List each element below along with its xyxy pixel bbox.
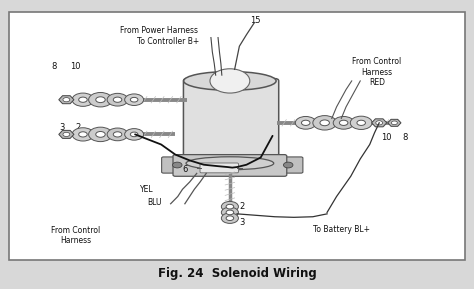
Ellipse shape bbox=[183, 71, 276, 90]
Circle shape bbox=[107, 93, 128, 106]
Polygon shape bbox=[372, 119, 387, 127]
Circle shape bbox=[113, 97, 122, 102]
Circle shape bbox=[226, 216, 234, 221]
Circle shape bbox=[96, 131, 105, 137]
Text: To Controller B+: To Controller B+ bbox=[137, 37, 200, 47]
Text: YEL: YEL bbox=[140, 185, 154, 194]
Circle shape bbox=[376, 121, 383, 125]
Text: 6: 6 bbox=[182, 164, 188, 174]
Circle shape bbox=[89, 92, 112, 107]
Text: From Control
Harness: From Control Harness bbox=[51, 226, 100, 245]
Text: 15: 15 bbox=[250, 16, 260, 25]
Text: BLU: BLU bbox=[147, 198, 161, 207]
Circle shape bbox=[113, 132, 122, 137]
Circle shape bbox=[221, 207, 238, 218]
Circle shape bbox=[89, 127, 112, 142]
FancyBboxPatch shape bbox=[162, 157, 191, 173]
Text: From Power Harness: From Power Harness bbox=[120, 26, 198, 35]
FancyBboxPatch shape bbox=[173, 155, 287, 176]
Circle shape bbox=[333, 116, 354, 129]
Circle shape bbox=[301, 120, 310, 125]
Circle shape bbox=[79, 97, 87, 102]
Circle shape bbox=[72, 93, 94, 106]
Text: 8: 8 bbox=[52, 62, 57, 71]
FancyBboxPatch shape bbox=[200, 163, 238, 173]
Circle shape bbox=[320, 120, 329, 126]
Polygon shape bbox=[59, 130, 74, 138]
Circle shape bbox=[107, 128, 128, 141]
Text: 3: 3 bbox=[239, 218, 245, 227]
Circle shape bbox=[63, 132, 70, 136]
Text: From Control
Harness
RED: From Control Harness RED bbox=[352, 57, 401, 87]
Circle shape bbox=[72, 128, 94, 141]
Polygon shape bbox=[59, 96, 74, 104]
Text: To Battery BL+: To Battery BL+ bbox=[313, 225, 370, 234]
Circle shape bbox=[173, 162, 182, 168]
Circle shape bbox=[339, 120, 348, 125]
FancyBboxPatch shape bbox=[9, 12, 465, 260]
Text: 10: 10 bbox=[381, 133, 392, 142]
Ellipse shape bbox=[186, 157, 274, 170]
Polygon shape bbox=[388, 119, 401, 126]
Circle shape bbox=[226, 204, 234, 209]
Text: 8: 8 bbox=[402, 133, 408, 142]
FancyBboxPatch shape bbox=[183, 79, 279, 170]
Circle shape bbox=[357, 120, 365, 125]
Circle shape bbox=[125, 129, 144, 140]
Circle shape bbox=[283, 162, 293, 168]
Circle shape bbox=[210, 69, 250, 93]
Circle shape bbox=[96, 97, 105, 103]
Text: 10: 10 bbox=[70, 62, 80, 71]
Circle shape bbox=[295, 116, 316, 129]
Circle shape bbox=[392, 121, 397, 125]
Text: 2: 2 bbox=[75, 123, 81, 132]
Circle shape bbox=[313, 116, 337, 130]
Circle shape bbox=[350, 116, 372, 129]
Text: Fig. 24  Solenoid Wiring: Fig. 24 Solenoid Wiring bbox=[158, 267, 316, 279]
Circle shape bbox=[130, 97, 138, 102]
Circle shape bbox=[221, 201, 238, 212]
Circle shape bbox=[63, 98, 70, 102]
Circle shape bbox=[226, 210, 234, 215]
Circle shape bbox=[125, 94, 144, 105]
Circle shape bbox=[79, 132, 87, 137]
Text: 2: 2 bbox=[239, 202, 245, 211]
Text: 3: 3 bbox=[59, 123, 64, 132]
FancyBboxPatch shape bbox=[273, 157, 303, 173]
Circle shape bbox=[130, 132, 138, 137]
Circle shape bbox=[221, 213, 238, 223]
